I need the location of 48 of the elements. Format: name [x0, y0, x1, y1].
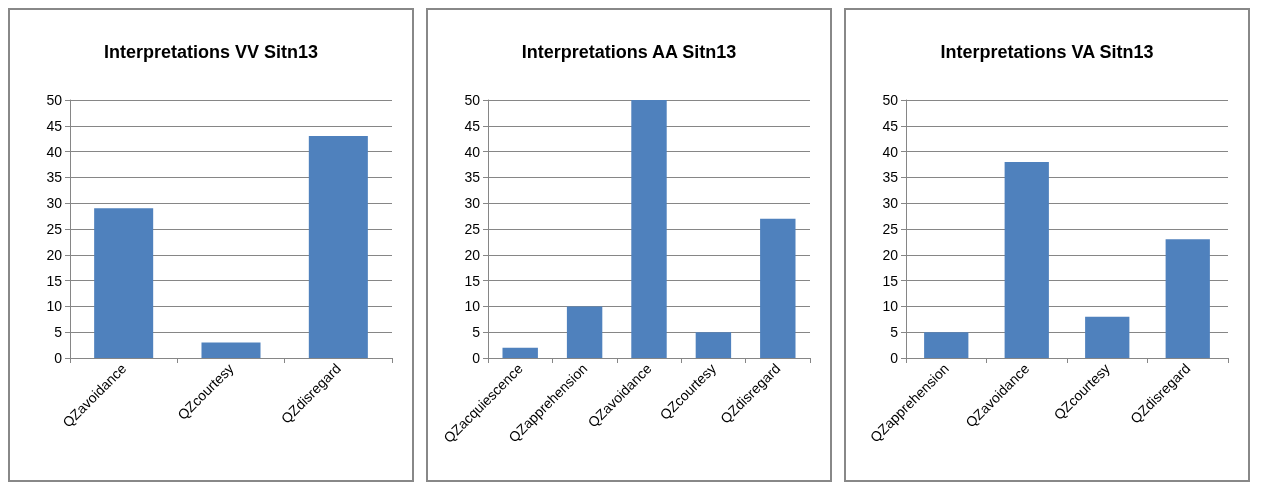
y-tick-label: 0: [472, 350, 481, 366]
y-tick-label: 35: [46, 169, 63, 186]
bar: [695, 332, 732, 358]
y-tick-label: 30: [464, 195, 481, 212]
y-tick-label: 15: [46, 272, 63, 289]
y-tick-label: 50: [464, 92, 481, 108]
y-tick-label: 35: [882, 169, 899, 186]
y-tick-label: 45: [464, 117, 481, 134]
y-tick-label: 30: [882, 195, 899, 212]
y-tick-label: 25: [882, 221, 899, 237]
chart-title: Interpretations VV Sitn13: [103, 42, 319, 62]
y-tick-label: 10: [464, 298, 481, 315]
bar: [201, 342, 261, 358]
y-tick-label: 45: [46, 117, 63, 134]
bar: [924, 332, 969, 358]
y-tick-label: 40: [882, 143, 899, 160]
bar: [760, 218, 796, 358]
bar: [308, 136, 368, 358]
bar: [1165, 239, 1210, 358]
y-tick-label: 25: [464, 221, 481, 237]
y-tick-label: 40: [464, 143, 481, 160]
y-tick-label: 0: [890, 350, 899, 366]
bar: [1004, 161, 1049, 358]
y-tick-label: 10: [46, 298, 63, 315]
y-tick-label: 20: [464, 246, 481, 263]
y-tick-label: 45: [882, 117, 899, 134]
y-tick-label: 20: [46, 246, 63, 263]
y-tick-label: 5: [472, 324, 481, 341]
y-tick-label: 40: [46, 143, 63, 160]
y-tick-label: 0: [54, 350, 63, 366]
chart-title: Interpretations VA Sitn13: [940, 42, 1154, 62]
bar: [502, 347, 538, 358]
bar: [1085, 316, 1130, 358]
bar: [566, 306, 603, 358]
y-tick-label: 15: [882, 272, 899, 289]
y-tick-label: 50: [882, 92, 899, 108]
y-tick-label: 50: [46, 92, 63, 108]
y-tick-label: 15: [464, 272, 481, 289]
y-tick-label: 25: [46, 221, 63, 237]
y-tick-label: 5: [890, 324, 899, 341]
y-tick-label: 30: [46, 195, 63, 212]
chart-title: Interpretations AA Sitn13: [521, 42, 737, 62]
y-tick-label: 10: [882, 298, 899, 315]
y-tick-label: 20: [882, 246, 899, 263]
y-tick-label: 5: [54, 324, 63, 341]
y-tick-label: 35: [464, 169, 481, 186]
bar: [631, 100, 667, 358]
bar: [94, 208, 154, 358]
